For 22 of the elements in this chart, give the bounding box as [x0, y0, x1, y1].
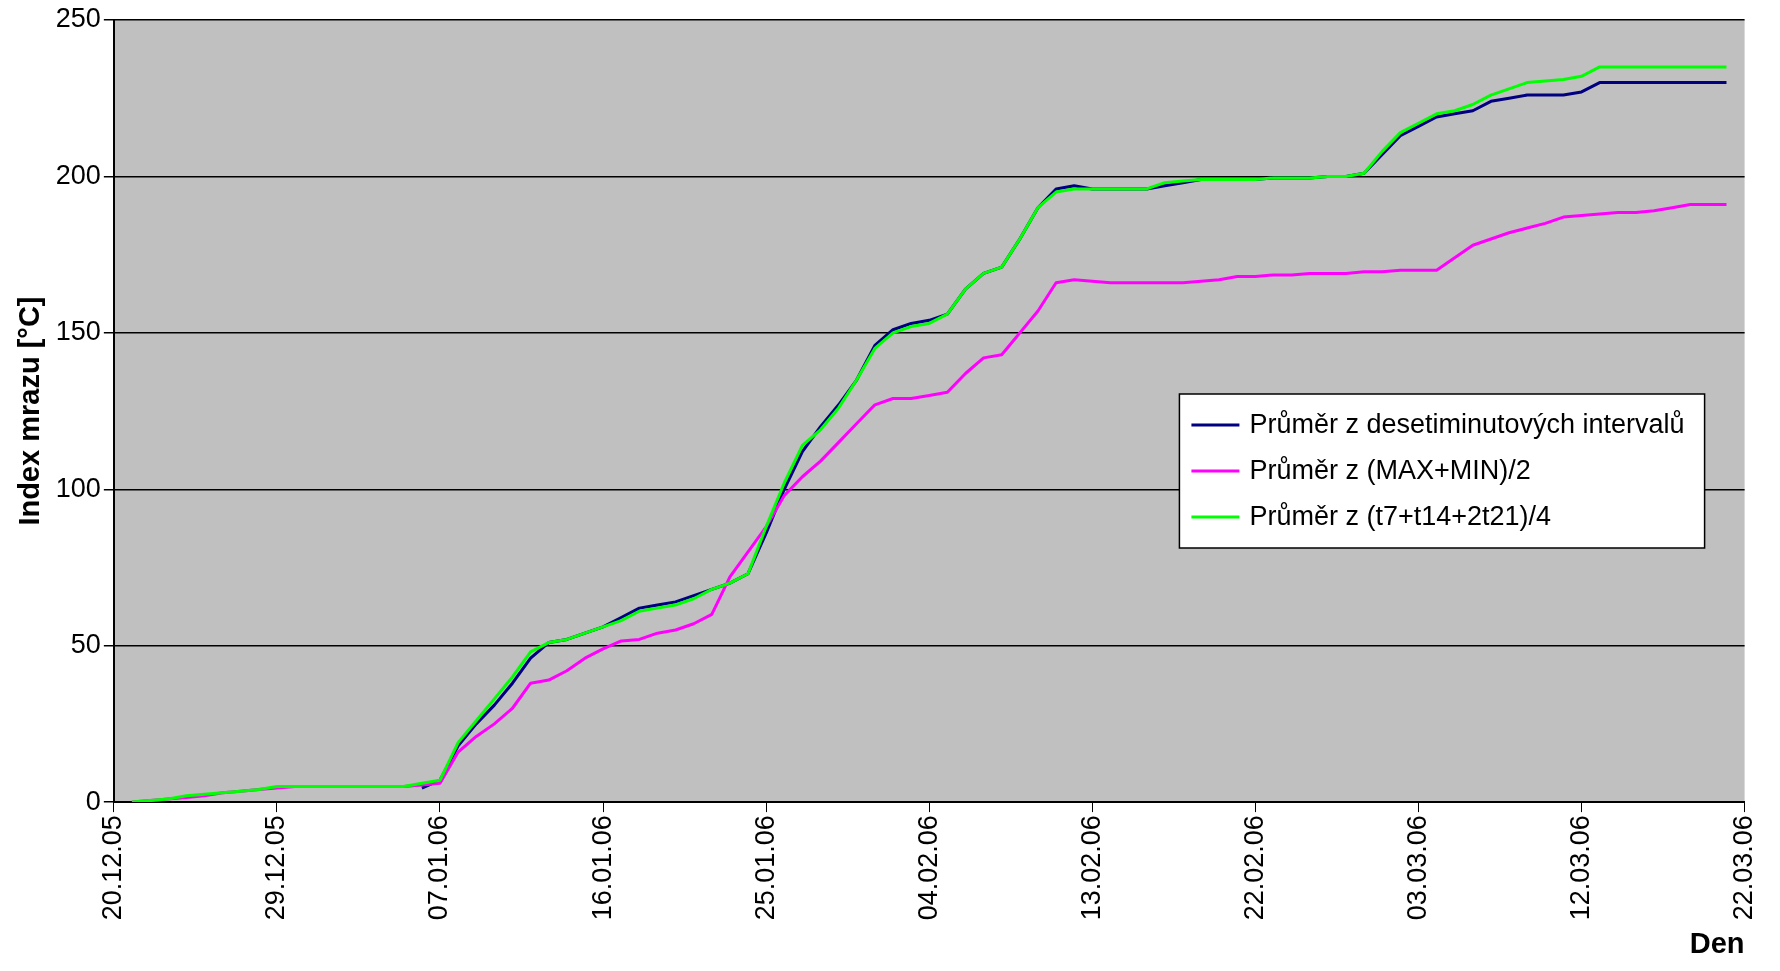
- x-tick-label: 04.02.06: [912, 815, 943, 921]
- x-tick-label: 07.01.06: [423, 815, 454, 921]
- y-tick-label: 150: [55, 316, 101, 347]
- x-tick-label: 29.12.05: [260, 815, 291, 921]
- y-tick-label: 50: [70, 629, 101, 660]
- x-tick-label: 03.03.06: [1401, 815, 1432, 921]
- x-tick-label: 25.01.06: [749, 815, 780, 921]
- x-tick-label: 22.02.06: [1238, 815, 1269, 921]
- y-tick-label: 200: [55, 159, 101, 190]
- legend-label: Průměr z (MAX+MIN)/2: [1249, 454, 1531, 485]
- x-tick-label: 13.02.06: [1075, 815, 1106, 921]
- y-tick-label: 0: [85, 785, 101, 816]
- legend-label: Průměr z desetiminutových intervalů: [1249, 408, 1685, 439]
- x-tick-label: 12.03.06: [1564, 815, 1595, 921]
- y-tick-label: 250: [55, 3, 101, 34]
- x-tick-label: 16.01.06: [586, 815, 617, 921]
- legend-label: Průměr z (t7+t14+2t21)/4: [1249, 500, 1552, 531]
- x-axis-title: Den: [1689, 926, 1745, 959]
- y-axis-title: Index mrazu [°C]: [13, 296, 46, 526]
- x-tick-label: 20.12.05: [97, 815, 128, 921]
- x-tick-label: 22.03.06: [1728, 815, 1759, 921]
- y-tick-label: 100: [55, 472, 101, 503]
